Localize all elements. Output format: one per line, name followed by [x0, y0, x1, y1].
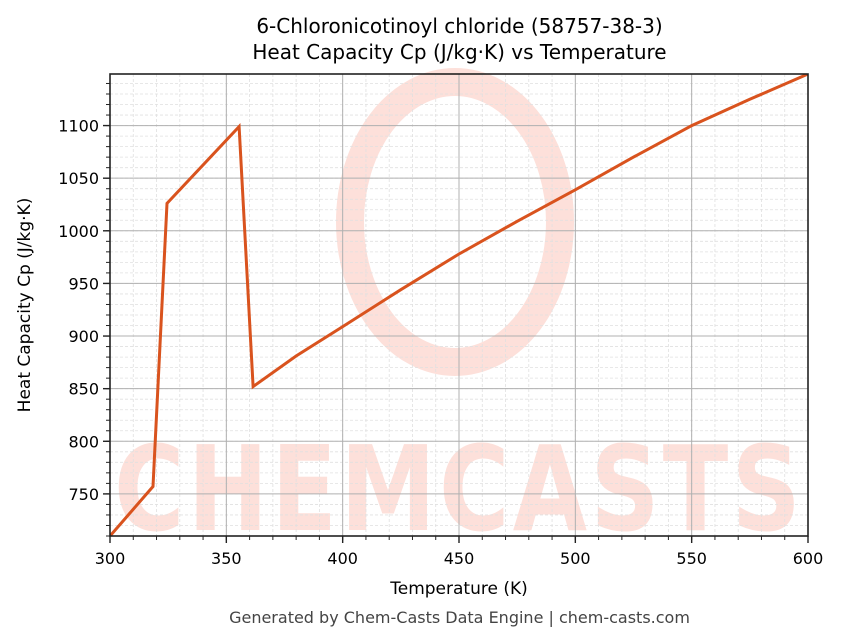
- y-tick-label: 800: [68, 432, 99, 451]
- y-tick-label: 1050: [58, 169, 99, 188]
- x-axis-label: Temperature (K): [389, 579, 528, 599]
- x-tick-label: 550: [676, 549, 707, 568]
- cp-series-line: [110, 74, 808, 536]
- y-tick-label: 850: [68, 380, 99, 399]
- watermark-text: CHEMCASTS: [114, 420, 804, 558]
- chart-title-line1: 6-Chloronicotinoyl chloride (58757-38-3): [256, 14, 663, 38]
- y-tick-label: 750: [68, 485, 99, 504]
- footer-credit: Generated by Chem-Casts Data Engine | ch…: [229, 608, 690, 627]
- chemcasts-watermark: CHEMCASTS: [114, 68, 804, 558]
- chart-title-line2: Heat Capacity Cp (J/kg·K) vs Temperature: [252, 40, 667, 64]
- x-axis-ticks: 300 350 400 450 500 550 600: [95, 536, 824, 568]
- x-tick-label: 300: [95, 549, 126, 568]
- y-axis-label: Heat Capacity Cp (J/kg·K): [15, 198, 35, 413]
- y-tick-label: 900: [68, 327, 99, 346]
- x-tick-label: 500: [560, 549, 591, 568]
- x-tick-label: 350: [211, 549, 242, 568]
- y-axis-ticks: 750 800 850 900 950 1000 1050 1100: [58, 82, 110, 537]
- y-tick-label: 1000: [58, 222, 99, 241]
- x-tick-label: 450: [444, 549, 475, 568]
- x-tick-label: 600: [793, 549, 824, 568]
- y-tick-label: 1100: [58, 117, 99, 136]
- x-tick-label: 400: [327, 549, 358, 568]
- y-tick-label: 950: [68, 274, 99, 293]
